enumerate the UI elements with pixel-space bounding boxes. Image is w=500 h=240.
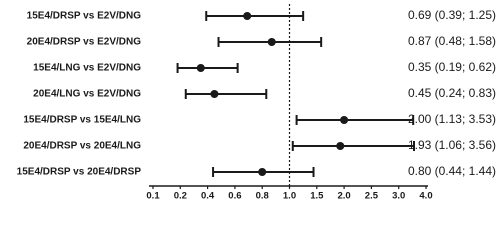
value-label: 0.87 (0.48; 1.58) — [408, 34, 496, 48]
chart: 0.1 0.2 0.4 0.6 0.8 1.0 1.5 2.0 2.5 3.0 4.0 15E4/DR… — [17, 4, 496, 201]
x-tick-label: 0.4 — [201, 191, 215, 201]
x-tick-label: 3.0 — [392, 191, 405, 201]
point-estimate — [196, 64, 205, 72]
value-label: 0.80 (0.44; 1.44) — [408, 164, 496, 178]
value-label: 0.35 (0.19; 0.62) — [408, 60, 496, 74]
x-tick-label: 0.8 — [256, 191, 269, 201]
value-label: 0.45 (0.24; 0.83) — [408, 86, 496, 100]
category-label: 15E4/DRSP vs 20E4/DRSP — [17, 167, 142, 178]
point-estimate — [336, 142, 345, 150]
x-tick-label: 2.5 — [365, 191, 379, 201]
point-estimate — [258, 168, 267, 176]
category-label: 20E4/LNG vs E2V/DNG — [33, 89, 141, 100]
category-label: 20E4/DRSP vs E2V/DNG — [27, 37, 142, 48]
x-tick-label: 0.2 — [174, 191, 187, 201]
category-label: 15E4/DRSP vs 15E4/LNG — [23, 115, 141, 126]
value-label: 2.00 (1.13; 3.53) — [408, 112, 496, 126]
x-tick-label: 2.0 — [337, 191, 350, 201]
category-label: 15E4/LNG vs E2V/DNG — [33, 63, 141, 74]
point-estimate — [210, 90, 219, 98]
point-estimate — [267, 38, 276, 46]
point-estimate — [243, 12, 252, 20]
category-label: 15E4/DRSP vs E2V/DNG — [27, 11, 142, 22]
x-tick-label: 0.1 — [146, 191, 160, 201]
value-label: 0.69 (0.39; 1.25) — [408, 8, 496, 22]
x-tick-label: 1.5 — [310, 191, 324, 201]
value-label: 1.93 (1.06; 3.56) — [408, 138, 496, 152]
category-label: 20E4/DRSP vs 20E4/LNG — [23, 141, 141, 152]
x-tick-label: 1.0 — [283, 191, 296, 201]
x-tick-label: 4.0 — [419, 191, 432, 201]
x-tick-label: 0.6 — [228, 191, 241, 201]
point-estimate — [340, 116, 349, 124]
